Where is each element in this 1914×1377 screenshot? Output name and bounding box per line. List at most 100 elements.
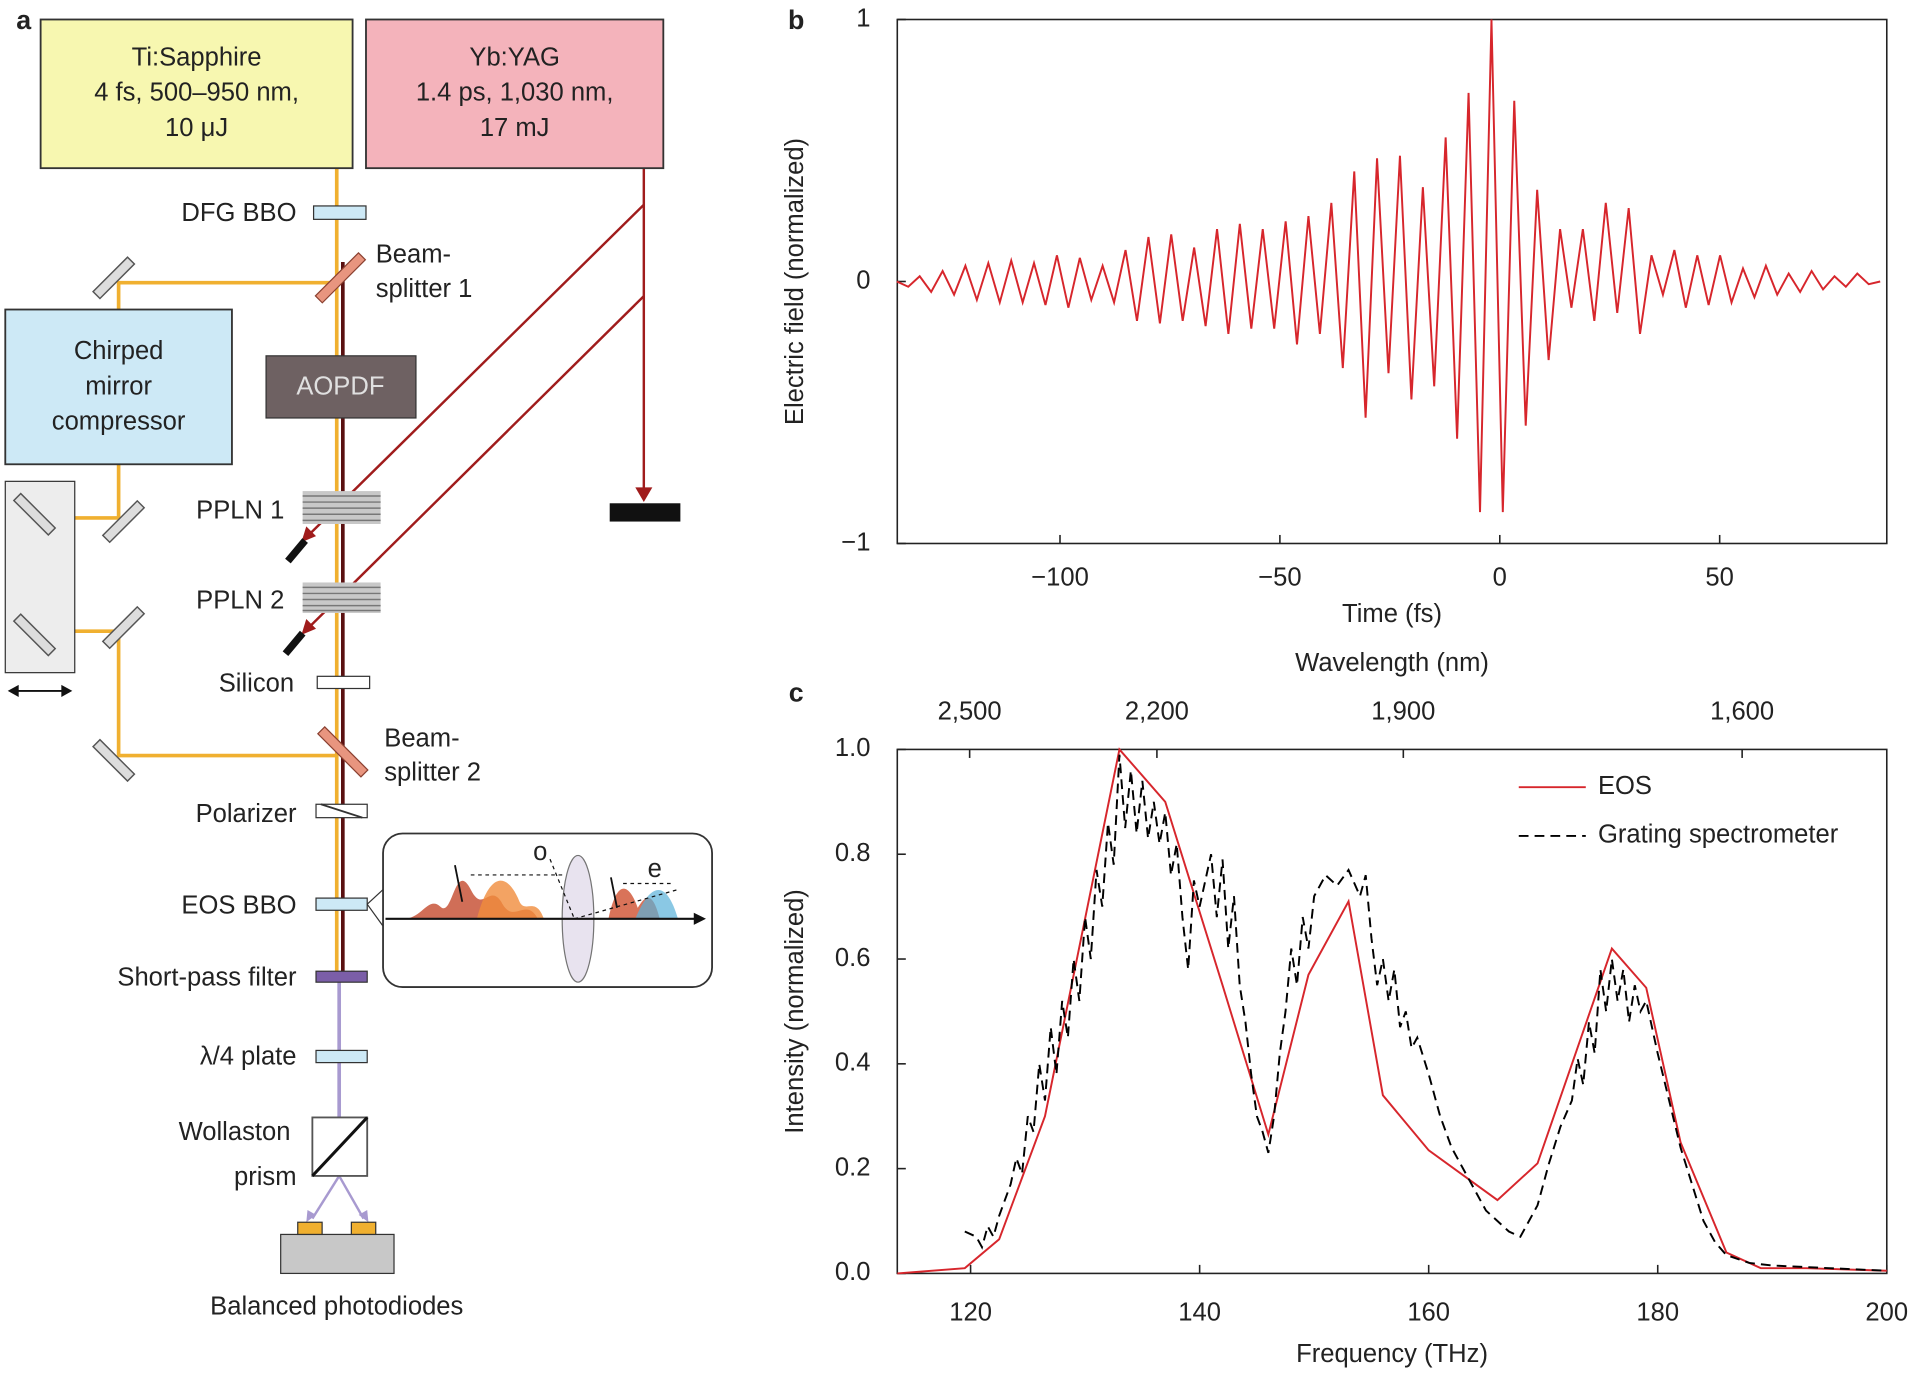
y-tick-label: 0.6 [835,944,871,972]
mirror [101,499,146,544]
x-tick-label: 0 [1493,564,1507,592]
beam-dump [609,503,681,522]
x-tick-label: 200 [1865,1298,1908,1326]
arrowhead [306,1210,317,1223]
beam [305,295,645,631]
label: splitter 2 [384,759,481,787]
inset: o e [366,832,713,988]
x2-tick-label: 1,900 [1371,698,1435,726]
panel-label: b [788,5,804,35]
x-tick-label: 180 [1636,1298,1679,1326]
mirror [92,256,136,300]
x-tick-label: 140 [1178,1298,1221,1326]
laser-box [39,18,354,170]
legend-label: EOS [1598,772,1652,800]
y-tick-label: 0.0 [835,1258,871,1286]
arrowhead [635,487,653,503]
aopdf-box [265,355,417,419]
label: Wollaston [179,1118,291,1146]
vector [454,865,464,902]
arrowhead [7,684,19,698]
beam [338,1175,365,1220]
x2-tick-label: 1,600 [1710,698,1774,726]
photodiodes [280,1233,395,1275]
label: Balanced photodiodes [210,1292,463,1320]
box-text: mirror [85,372,152,400]
small-mirror [285,538,308,564]
small-mirror [282,630,306,657]
beamsplitter [314,251,367,304]
inset-label: o [533,838,547,866]
x-tick-label: 160 [1407,1298,1450,1326]
data-line [964,754,1887,1272]
legend-label: Grating spectrometer [1598,821,1839,849]
dashed-ray [574,888,679,920]
arrowhead [301,526,317,543]
vector [610,877,618,909]
beamsplitter [316,726,369,778]
box-text: Yb:YAG [469,43,560,71]
label: Short-pass filter [117,963,297,991]
label: splitter 1 [376,275,473,303]
y-tick-label: 0.4 [835,1049,871,1077]
label: Silicon [219,670,294,698]
x2-tick-label: 2,500 [938,698,1002,726]
optic [312,205,367,220]
x-tick-label: −100 [1031,564,1089,592]
label: λ/4 plate [200,1042,297,1070]
laser-box [365,18,665,170]
y-axis-label: Intensity (normalized) [781,889,809,1134]
data-line [897,747,1887,1275]
y-tick-label: 0 [856,266,870,294]
inset-pointer [366,889,384,905]
label: Polarizer [196,800,297,828]
data-line [896,19,1881,513]
x-tick-label: −50 [1258,564,1301,592]
box-text: 17 mJ [480,114,550,142]
arrowhead [301,619,317,635]
mirrors [12,256,146,783]
box-text: Chirped [74,337,164,365]
x-axis-label: Time (fs) [1342,600,1442,628]
ppln-stripes [302,495,381,612]
y-tick-label: 0.2 [835,1153,871,1181]
inset-pointer [366,903,384,927]
x-tick-label: 50 [1705,564,1733,592]
beam [116,280,337,310]
optic [315,970,368,983]
beam [36,464,337,758]
y-tick-label: 1.0 [835,734,871,762]
inset-label: e [648,855,662,883]
pulse [635,889,678,919]
panel-label: c [789,678,804,708]
plot-frame [896,748,1888,1275]
mirror [12,492,57,536]
panel-label: a [16,5,32,35]
label: PPLN 2 [196,587,284,615]
x2-tick-label: 2,200 [1125,698,1189,726]
label: Beam- [376,241,451,269]
optic [315,897,368,911]
ppln-crystals [302,491,381,613]
wollaston-line [311,1116,369,1177]
box-text: Ti:Sapphire [132,43,262,71]
box-text: 4 fs, 500–950 nm, [94,79,299,107]
inset-box [382,832,713,988]
diode [297,1221,323,1236]
x-axis-label: Frequency (THz) [1296,1340,1488,1368]
pulse [476,880,544,919]
dashed-ray [549,858,575,920]
y-axis-label: Electric field (normalized) [781,138,809,425]
y-tick-label: −1 [841,528,870,556]
box-text: 10 μJ [165,114,228,142]
label: DFG BBO [181,199,296,227]
arrowhead [358,1210,369,1223]
mirror [92,738,136,783]
diode [350,1221,377,1236]
mirror [101,605,146,650]
polarizer-line [320,803,363,819]
box-text: compressor [52,408,186,436]
arrowhead [693,912,706,925]
